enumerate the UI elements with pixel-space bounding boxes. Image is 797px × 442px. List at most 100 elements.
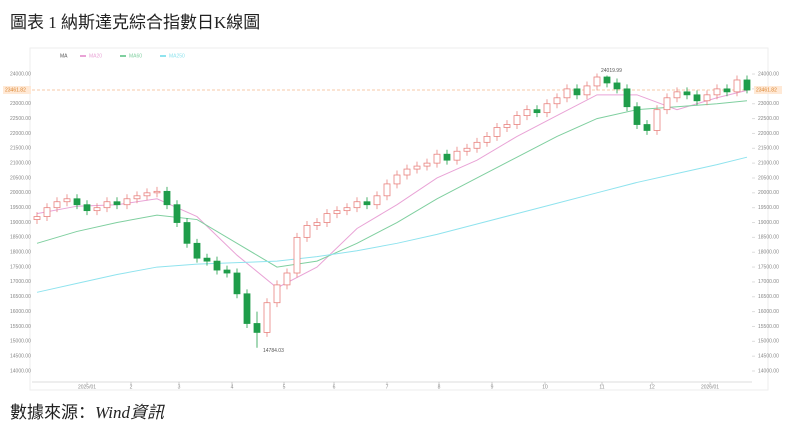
candle-body [523,109,531,117]
y2-tick-label: 17000.00 [758,279,779,285]
y2-tick-label: 19500.00 [758,205,779,211]
ma-line [36,89,748,289]
y-tick-label: 22000.00 [10,131,31,137]
candle-body [703,94,711,102]
candle-body [63,198,71,203]
chart-title: 圖表 1 納斯達克綜合指數日K線圖 [10,13,260,32]
y-tick-label: 14500.00 [10,353,31,359]
candle-body [163,190,171,206]
y-tick-label: 16500.00 [10,294,31,300]
candle-body [383,183,391,197]
last-price-left-box [3,86,31,95]
candle-body [313,222,321,226]
y-tick-label: 19000.00 [10,220,31,226]
candle-body [193,242,201,259]
candle-body [533,109,541,114]
y-tick-label: 21500.00 [10,146,31,152]
candle-body [303,225,311,238]
y-tick-label: 17500.00 [10,264,31,270]
candle-body [503,124,511,128]
candle-body [613,82,621,90]
y2-tick-label: 18500.00 [758,235,779,241]
y-tick-label: 16000.00 [10,309,31,315]
y-tick-label: 20500.00 [10,175,31,181]
candle-body [83,204,91,212]
chart-frame [29,47,769,391]
last-price-right-box [754,86,782,95]
candle-body [283,272,291,286]
candle-body [93,207,101,212]
y-tick-label: 15000.00 [10,339,31,345]
y-tick-label: 21000.00 [10,160,31,166]
x-tick-label: 2 [130,384,133,390]
candle-body [223,269,231,274]
y2-tick-label: 15000.00 [758,339,779,345]
y2-tick-label: 22500.00 [758,116,779,122]
candle-body [393,174,401,185]
y2-tick-label: 14000.00 [758,368,779,374]
y2-tick-label: 21000.00 [758,160,779,166]
y-tick-label: 17000.00 [10,279,31,285]
candle-body [253,323,261,333]
candle-body [663,97,671,111]
x-tick-label: 5 [283,384,286,390]
candle-body [633,106,641,125]
candle-body [443,153,451,161]
candle-body [133,195,141,200]
y-tick-label: 18500.00 [10,235,31,241]
candle-body [683,91,691,96]
legend-title: MA [60,53,68,59]
y2-tick-label: 15500.00 [758,324,779,330]
y2-tick-label: 20500.00 [758,175,779,181]
candle-body [643,124,651,131]
y2-tick-label: 14500.00 [758,353,779,359]
candle-body [33,216,41,220]
source-name: Wind資訊 [95,403,165,422]
y-tick-label: 24000.00 [10,71,31,77]
y2-tick-label: 18000.00 [758,250,779,256]
source-label: 數據來源： [10,403,95,422]
y-tick-label: 18000.00 [10,250,31,256]
candle-body [173,204,181,223]
candle-body [213,260,221,271]
y2-tick-label: 16000.00 [758,309,779,315]
candle-body [573,88,581,96]
x-tick-label: 10 [542,384,548,390]
x-tick-label: 7 [386,384,389,390]
y2-tick-label: 20000.00 [758,190,779,196]
candle-body [293,236,301,274]
candle-body [453,150,461,161]
candle-body [413,165,421,170]
candle-body [743,79,751,91]
y-tick-label: 14000.00 [10,368,31,374]
candle-body [493,127,501,137]
y2-tick-label: 17500.00 [758,264,779,270]
candle-body [103,201,111,209]
candle-body [593,76,601,87]
candle-body [463,147,471,152]
y-tick-label: 22500.00 [10,116,31,122]
candle-body [113,201,121,206]
ma-line [36,156,748,293]
candle-body [123,198,131,206]
x-tick-label: 11 [599,384,604,390]
x-tick-label: 3 [178,384,181,390]
candle-body [333,210,341,215]
x-tick-label: 2026/01 [701,384,719,390]
y-tick-label: 15500.00 [10,324,31,330]
candle-body [203,257,211,262]
candle-body [513,115,521,125]
legend-label: MA250 [169,53,185,59]
candle-body [53,201,61,209]
candle-body [483,136,491,143]
candle-body [353,201,361,209]
x-tick-label: 9 [491,384,494,390]
y2-tick-label: 21500.00 [758,146,779,152]
candle-body [373,195,381,206]
candle-body [723,88,731,93]
annotation: 24019.99 [601,68,622,74]
candle-body [543,103,551,114]
x-tick-label: 8 [438,384,441,390]
y-tick-label: 19500.00 [10,205,31,211]
